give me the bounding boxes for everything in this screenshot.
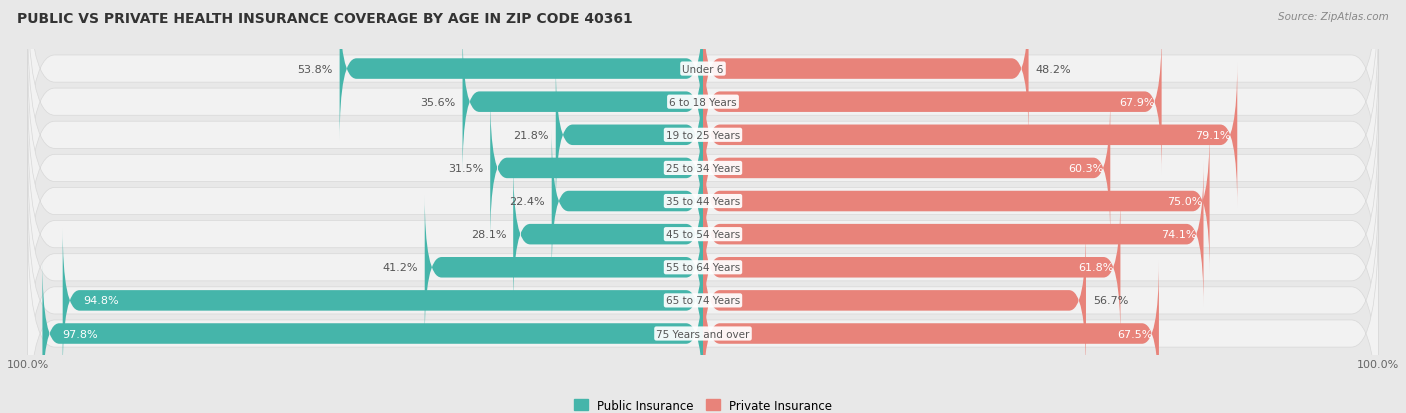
Text: 35.6%: 35.6% (420, 97, 456, 107)
Text: 35 to 44 Years: 35 to 44 Years (666, 197, 740, 206)
FancyBboxPatch shape (491, 96, 703, 241)
FancyBboxPatch shape (42, 261, 703, 406)
Text: 61.8%: 61.8% (1078, 263, 1114, 273)
FancyBboxPatch shape (513, 162, 703, 307)
Text: 21.8%: 21.8% (513, 131, 548, 140)
FancyBboxPatch shape (28, 50, 1378, 287)
Text: 74.1%: 74.1% (1161, 230, 1197, 240)
FancyBboxPatch shape (703, 228, 1085, 373)
Text: 60.3%: 60.3% (1069, 164, 1104, 173)
Text: 75.0%: 75.0% (1167, 197, 1202, 206)
Text: 55 to 64 Years: 55 to 64 Years (666, 263, 740, 273)
Text: 53.8%: 53.8% (298, 64, 333, 74)
FancyBboxPatch shape (28, 17, 1378, 254)
Text: 67.9%: 67.9% (1119, 97, 1154, 107)
FancyBboxPatch shape (63, 228, 703, 373)
FancyBboxPatch shape (703, 63, 1237, 208)
Text: 75 Years and over: 75 Years and over (657, 329, 749, 339)
Text: 79.1%: 79.1% (1195, 131, 1230, 140)
FancyBboxPatch shape (28, 215, 1378, 413)
Text: 41.2%: 41.2% (382, 263, 418, 273)
FancyBboxPatch shape (28, 182, 1378, 413)
Text: 56.7%: 56.7% (1092, 296, 1128, 306)
FancyBboxPatch shape (28, 83, 1378, 320)
FancyBboxPatch shape (703, 195, 1121, 340)
Text: 45 to 54 Years: 45 to 54 Years (666, 230, 740, 240)
FancyBboxPatch shape (425, 195, 703, 340)
FancyBboxPatch shape (703, 261, 1159, 406)
Text: 25 to 34 Years: 25 to 34 Years (666, 164, 740, 173)
FancyBboxPatch shape (463, 30, 703, 175)
Text: 6 to 18 Years: 6 to 18 Years (669, 97, 737, 107)
FancyBboxPatch shape (28, 0, 1378, 188)
FancyBboxPatch shape (703, 162, 1204, 307)
FancyBboxPatch shape (555, 63, 703, 208)
FancyBboxPatch shape (703, 96, 1111, 241)
FancyBboxPatch shape (28, 0, 1378, 221)
Text: 48.2%: 48.2% (1035, 64, 1071, 74)
Text: Source: ZipAtlas.com: Source: ZipAtlas.com (1278, 12, 1389, 22)
Text: 31.5%: 31.5% (449, 164, 484, 173)
FancyBboxPatch shape (28, 149, 1378, 386)
FancyBboxPatch shape (28, 116, 1378, 353)
FancyBboxPatch shape (703, 30, 1161, 175)
FancyBboxPatch shape (551, 129, 703, 274)
Text: 97.8%: 97.8% (63, 329, 98, 339)
FancyBboxPatch shape (703, 0, 1029, 142)
Text: 28.1%: 28.1% (471, 230, 506, 240)
FancyBboxPatch shape (340, 0, 703, 142)
Text: 19 to 25 Years: 19 to 25 Years (666, 131, 740, 140)
Text: 94.8%: 94.8% (83, 296, 118, 306)
FancyBboxPatch shape (703, 129, 1209, 274)
Legend: Public Insurance, Private Insurance: Public Insurance, Private Insurance (569, 394, 837, 413)
Text: 65 to 74 Years: 65 to 74 Years (666, 296, 740, 306)
Text: 67.5%: 67.5% (1116, 329, 1152, 339)
Text: Under 6: Under 6 (682, 64, 724, 74)
Text: 22.4%: 22.4% (509, 197, 546, 206)
Text: PUBLIC VS PRIVATE HEALTH INSURANCE COVERAGE BY AGE IN ZIP CODE 40361: PUBLIC VS PRIVATE HEALTH INSURANCE COVER… (17, 12, 633, 26)
